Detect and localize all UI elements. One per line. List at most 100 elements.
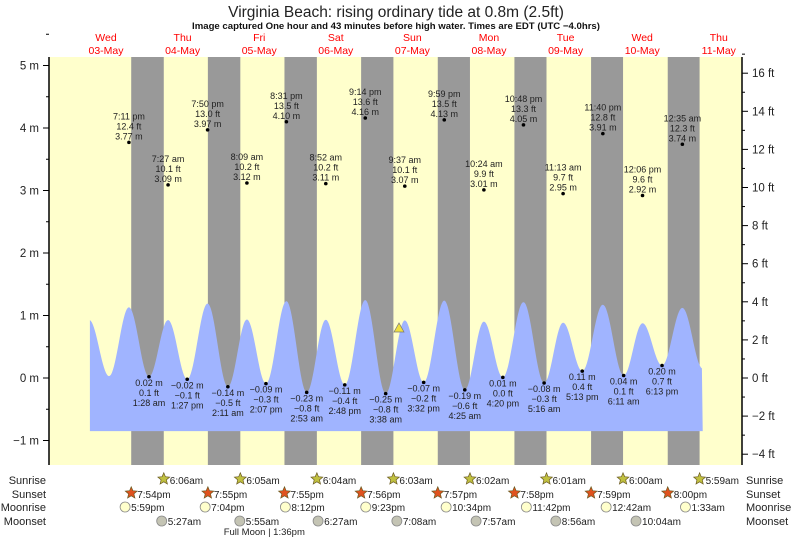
moonrise-icon — [279, 501, 291, 513]
low-tide-point — [264, 381, 268, 386]
low-tide-point — [147, 374, 151, 379]
moonrise-time: 5:59pm — [131, 503, 164, 514]
high-tide-label-m: 3.09 m — [154, 174, 182, 184]
right-tick-label: 0 ft — [752, 373, 769, 385]
high-tide-point — [284, 119, 289, 124]
sunset-time: 7:59pm — [597, 490, 630, 501]
high-tide-point — [601, 131, 605, 136]
low-tide-point — [185, 377, 190, 382]
moonrise-icon — [600, 501, 612, 513]
sunrise-icon — [386, 471, 401, 485]
low-tide-label-time: 4:25 am — [449, 411, 482, 421]
low-tide-point — [621, 373, 626, 378]
high-tide-label-time: 9:14 pm — [349, 87, 382, 97]
right-tick-label: 12 ft — [752, 144, 775, 156]
sunset-icon — [660, 485, 675, 499]
high-tide-label-time: 12:06 pm — [624, 165, 662, 175]
high-tide-point — [245, 181, 249, 185]
low-tide-label-ft: −0.2 ft — [411, 393, 437, 403]
sunrise-icon — [463, 471, 477, 485]
moonrise-time: 9:23pm — [372, 503, 405, 514]
high-tide-label-ft: 9.7 ft — [553, 173, 574, 183]
high-tide-point — [402, 184, 407, 188]
sunrise-time: 6:04am — [323, 476, 356, 487]
low-tide-label-time: 2:53 am — [290, 413, 323, 423]
moonrise-icon — [520, 501, 532, 513]
sunset-icon — [201, 485, 215, 499]
day-label-date: 09-May — [548, 45, 584, 57]
high-tide-label-ft: 13.3 ft — [511, 104, 537, 114]
left-tick-label: −1 m — [13, 436, 39, 448]
day-label-weekday: Tue — [557, 32, 575, 44]
day-label-weekday: Wed — [95, 32, 117, 44]
low-tide-label-time: 1:28 am — [133, 398, 166, 408]
moonrise-row-label-right: Moonrise — [746, 502, 791, 514]
moonset-icon — [550, 515, 562, 527]
right-tick-label: 4 ft — [752, 297, 769, 309]
moonset-row-label-left: Moonset — [4, 516, 46, 528]
day-label-weekday: Thu — [710, 32, 728, 44]
high-tide-point — [127, 140, 131, 145]
moonset-row-label-right: Moonset — [746, 516, 788, 528]
low-tide-point — [383, 391, 388, 396]
sunset-row-label-right: Sunset — [746, 489, 780, 501]
left-tick-label: 2 m — [20, 248, 39, 260]
sunrise-icon — [539, 471, 554, 485]
moonrise-icon — [199, 501, 211, 513]
low-tide-label-m: −0.19 m — [448, 391, 481, 401]
moonset-time: 6:27am — [324, 517, 357, 528]
high-tide-label-time: 8:52 am — [310, 153, 343, 163]
day-label-weekday: Wed — [631, 32, 653, 44]
high-tide-label-time: 9:59 pm — [428, 89, 461, 99]
sunrise-time: 6:02am — [476, 476, 509, 487]
high-tide-label-time: 7:11 pm — [113, 111, 145, 121]
high-tide-label-time: 7:27 am — [152, 154, 185, 164]
full-moon-label: Full Moon | 1:36pm — [224, 527, 305, 538]
high-tide-label-m: 3.07 m — [391, 175, 419, 185]
moonset-time: 10:04am — [642, 517, 681, 528]
sunset-time: 7:54pm — [137, 490, 170, 501]
day-label-date: 07-May — [395, 45, 431, 57]
low-tide-label-ft: −0.1 ft — [175, 390, 201, 400]
day-label-date: 04-May — [165, 45, 201, 57]
sunset-icon — [584, 485, 598, 499]
high-tide-label-m: 4.13 m — [431, 109, 459, 119]
high-tide-label-time: 8:31 pm — [270, 91, 303, 101]
high-tide-label-m: 3.12 m — [233, 172, 261, 182]
moonset-time: 8:56am — [562, 517, 595, 528]
low-tide-label-ft: 0.7 ft — [652, 377, 673, 387]
high-tide-label-ft: 9.6 ft — [633, 175, 654, 185]
moonset-time: 7:08am — [403, 517, 436, 528]
sunrise-row-label-left: Sunrise — [9, 475, 46, 487]
low-tide-label-time: 6:11 am — [608, 397, 640, 407]
right-tick-label: 2 ft — [752, 335, 769, 347]
right-tick-label: 6 ft — [752, 259, 769, 271]
low-tide-label-m: 0.01 m — [489, 378, 517, 388]
low-tide-label-m: −0.11 m — [329, 386, 361, 396]
moonrise-row-label-left: Moonrise — [1, 502, 46, 514]
low-tide-label-m: −0.25 m — [369, 395, 402, 405]
moonset-time: 7:57am — [482, 517, 515, 528]
low-tide-label-m: −0.09 m — [250, 385, 283, 395]
moonrise-time: 8:12pm — [291, 503, 324, 514]
high-tide-label-ft: 12.3 ft — [670, 123, 696, 133]
high-tide-label-m: 2.92 m — [629, 185, 657, 195]
tide-area — [89, 300, 703, 432]
sunrise-icon — [616, 471, 630, 485]
high-tide-point — [680, 142, 685, 147]
moonset-icon — [630, 515, 642, 527]
low-tide-label-m: −0.02 m — [171, 380, 204, 390]
sunset-icon — [507, 485, 522, 499]
low-tide-label-ft: 0.1 ft — [614, 387, 635, 397]
moonset-icon — [470, 515, 482, 527]
low-tide-point — [226, 384, 230, 389]
high-tide-label-ft: 10.1 ft — [392, 165, 418, 175]
sunrise-time: 6:06am — [170, 476, 203, 487]
high-tide-point — [561, 191, 565, 196]
left-tick-label: 1 m — [20, 311, 39, 323]
day-label-weekday: Sun — [403, 32, 422, 44]
high-tide-point — [205, 128, 210, 132]
sunset-icon — [124, 485, 138, 499]
high-tide-label-time: 9:37 am — [389, 155, 422, 165]
